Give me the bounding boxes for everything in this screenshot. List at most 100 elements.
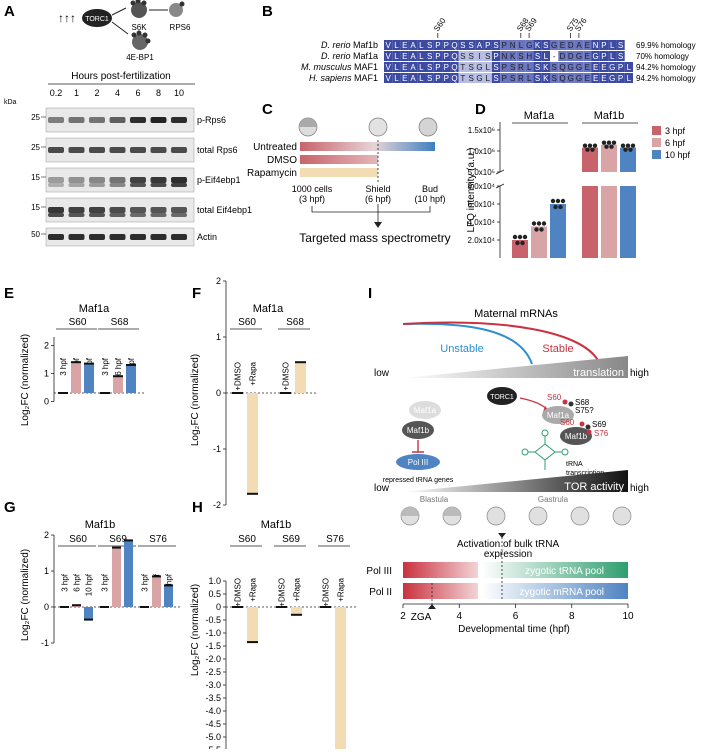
maf1a-faded-label: Maf1a [414,406,437,415]
panel-d: D LFQ intensity (a.u.) 2.0x10⁴ 4.0x10⁴ 6.0x… [466,101,691,258]
residue-cell [533,51,542,61]
legend-swatch [652,138,661,147]
blot-band [48,117,64,123]
untreated-bar [300,142,435,151]
y-tick-label: -1.5 [205,641,221,651]
residue-letter: E [585,52,590,61]
blot-band [109,147,126,153]
activation-label-1: Activation of bulk tRNA [457,539,560,550]
residue-letter: S [427,63,432,72]
residue-letter: D [568,52,574,61]
residue-cell [458,40,467,50]
upregulation-arrows: ↑↑↑ [58,11,76,25]
series-label: +Rapa [249,361,258,385]
residue-cell [508,62,517,72]
residue-letter: E [585,41,590,50]
y-tick-label: -4.0 [205,706,221,716]
y-tick-label: -1.0 [205,628,221,638]
bar-value-mark [58,392,68,394]
residue-letter: G [576,52,582,61]
legend-label: 6 hpf [665,138,686,148]
panel-a-label: A [4,3,15,20]
stage1-sub: (3 hpf) [299,194,325,204]
stage2-label: Shield [365,184,390,194]
residue-cell [616,51,625,61]
residue-cell [417,62,426,72]
residue-letter: Q [451,74,457,83]
y-tick-label: -2.0 [205,654,221,664]
y-tick-label: -3.0 [205,680,221,690]
residue-letter: - [553,52,556,61]
tor-activity-label: TOR activity [564,481,624,493]
residue-cell [508,51,517,61]
panel-f-label: F [192,285,201,302]
residue-letter: S [427,74,432,83]
data-point [630,143,636,148]
residue-letter: S [460,41,465,50]
y-tick-label: -5.0 [205,732,221,742]
bar-value-mark [276,606,287,608]
phospho-dot [136,30,142,36]
residue-letter: G [568,74,574,83]
blot-band [150,183,167,187]
residue-letter: L [394,63,399,72]
residue-letter: A [410,41,416,50]
phospho-dot [562,399,568,405]
y-tick-label: 2 [44,340,49,350]
residue-cell [558,40,567,50]
residue-letter: S [427,41,432,50]
data-point [592,143,598,148]
residue-cell [525,40,534,50]
y-tick-label: 5.0x10⁵ [468,168,495,177]
residue-letter: P [444,74,449,83]
residue-cell [516,62,526,72]
blot-band [109,183,126,187]
data-point [625,143,631,148]
data-point [611,140,617,145]
panel-e-label: E [4,285,14,302]
residue-cell [525,62,534,72]
data-point [582,143,588,148]
data-point [536,221,542,226]
residue-letter: S [493,41,498,50]
residue-cell [516,73,526,83]
series-label: +Rapa [293,577,302,601]
residue-cell [384,62,393,72]
residue-letter: L [544,52,549,61]
residue-letter: A [576,41,582,50]
residue-cell [458,62,467,72]
residue-cell [491,73,501,83]
residue-cell [516,51,526,61]
time-tick-label: 8 [569,611,575,622]
activation-label-2: expression [484,549,532,560]
bar [71,362,81,393]
blot-label: total Rps6 [197,145,238,155]
merge-arrow [311,204,431,226]
data-point [541,221,547,226]
residue-cell [566,73,575,83]
blot-band [48,213,64,217]
residue-letter: L [394,52,399,61]
data-point [550,198,556,204]
y-tick-label: 2.0x10⁴ [468,236,496,245]
hours-title: Hours post-fertilization [71,71,170,82]
residue-cell [384,51,393,61]
category-label: S76 [149,534,167,545]
residue-letter: K [510,52,516,61]
residue-cell [467,62,476,72]
residue-letter: S [427,52,432,61]
blot-band [109,117,126,123]
category-label: S69 [282,534,300,545]
residue-cell [475,51,484,61]
stable-curve [402,321,601,365]
residue-letter: L [419,52,424,61]
chart-title: Maf1a [253,303,284,315]
residue-letter: L [627,63,632,72]
residue-cell [525,51,534,61]
residue-cell [550,73,559,83]
arrow-head [374,222,382,228]
bar [291,607,302,615]
stage2-sub: (6 hpf) [365,194,391,204]
untreated-label: Untreated [253,142,297,153]
data-point [606,140,612,145]
